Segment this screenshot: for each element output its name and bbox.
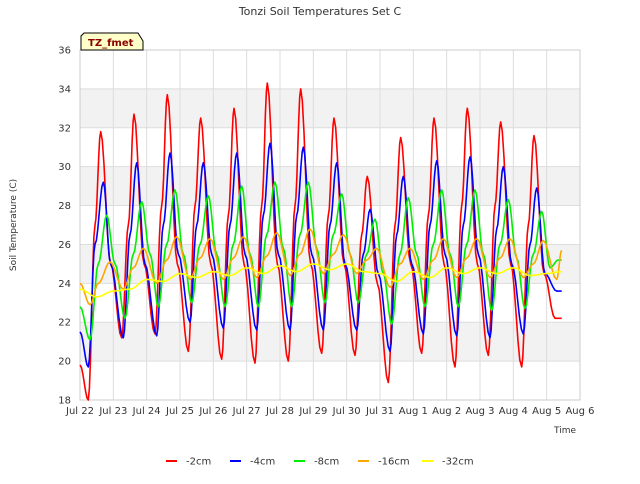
- y-tick-label: 30: [58, 162, 71, 173]
- x-tick-label: Jul 29: [298, 406, 327, 417]
- chart-title: Tonzi Soil Temperatures Set C: [238, 5, 402, 18]
- series-line-2cm: [79, 82, 562, 401]
- site-badge: TZ_fmet: [80, 32, 144, 51]
- x-tick-label: Jul 24: [132, 406, 161, 417]
- x-tick-label: Jul 22: [65, 406, 94, 417]
- y-tick-label: 28: [58, 201, 71, 212]
- y-tick-label: 36: [58, 46, 71, 57]
- x-axis-label: Time: [553, 426, 576, 436]
- x-tick-label: Jul 26: [198, 406, 227, 417]
- legend-label: -4cm: [250, 457, 275, 468]
- x-tick-label: Jul 23: [98, 406, 127, 417]
- legend: -2cm -4cm -8cm -16cm -32cm: [166, 457, 474, 468]
- x-tick-label: Jul 31: [365, 406, 394, 417]
- y-tick-label: 26: [58, 240, 71, 251]
- x-tick-label: Aug 1: [399, 406, 428, 417]
- y-tick-label: 32: [58, 123, 71, 134]
- x-tick-label: Jul 25: [165, 406, 194, 417]
- x-tick-label: Jul 27: [232, 406, 261, 417]
- x-tick-label: Aug 5: [532, 406, 561, 417]
- plot-frame: [79, 49, 581, 401]
- legend-label: -2cm: [186, 457, 211, 468]
- legend-label: -8cm: [314, 457, 339, 468]
- y-tick-label: 18: [58, 396, 71, 407]
- series-layer: [79, 82, 563, 401]
- plot-band: [80, 88, 580, 128]
- legend-label: -16cm: [378, 457, 410, 468]
- y-axis-label: Soil Temperature (C): [9, 179, 19, 271]
- legend-label: -32cm: [442, 457, 474, 468]
- x-tick-label: Aug 4: [499, 406, 528, 417]
- y-tick-labels: 18 20 22 24 26 28 30 32 34 36: [58, 46, 71, 407]
- y-tick-label: 22: [58, 318, 71, 329]
- plot-band: [80, 322, 580, 362]
- y-tick-label: 20: [58, 357, 71, 368]
- y-tick-label: 24: [58, 279, 71, 290]
- x-tick-labels: Jul 22 Jul 23 Jul 24 Jul 25 Jul 26 Jul 27 Jul …: [65, 406, 595, 417]
- x-tick-label: Jul 28: [265, 406, 294, 417]
- x-tick-label: Aug 2: [432, 406, 461, 417]
- badge-label: TZ_fmet: [88, 38, 134, 49]
- x-tick-label: Aug 3: [465, 406, 494, 417]
- x-tick-label: Aug 6: [565, 406, 594, 417]
- series-line-16cm: [79, 228, 563, 306]
- y-tick-label: 34: [58, 84, 71, 95]
- badge-shape: [80, 32, 144, 51]
- series-line-32cm: [79, 263, 562, 298]
- series-line-4cm: [79, 142, 562, 368]
- x-tick-label: Jul 30: [332, 406, 361, 417]
